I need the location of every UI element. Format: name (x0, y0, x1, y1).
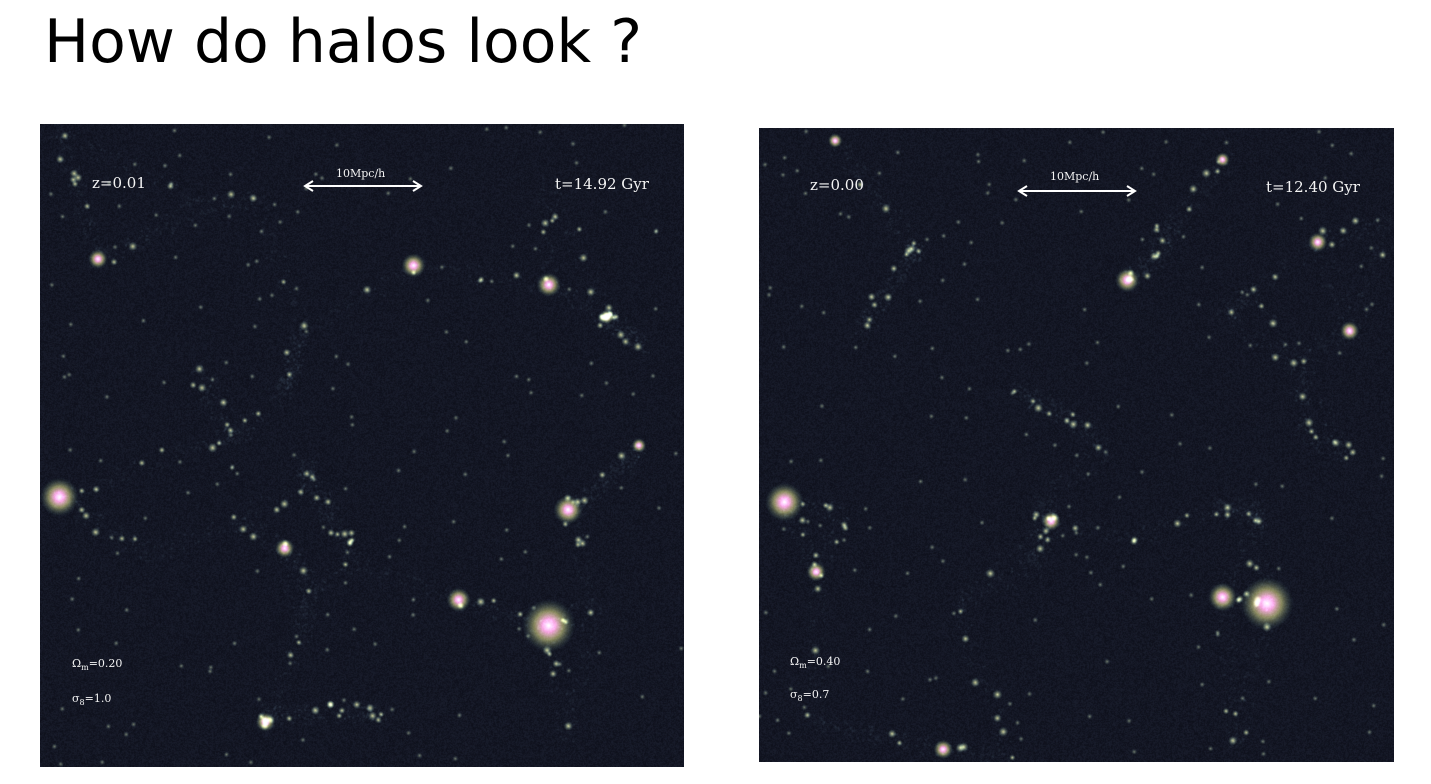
scale-bar-label: 10Mpc/h (336, 167, 386, 180)
sigma-8-label: σ8=1.0 (72, 692, 112, 708)
dark-matter-density-map (40, 124, 684, 767)
scale-bar-arrow-icon (1017, 185, 1137, 197)
slide-title: How do halos look ? (44, 7, 643, 77)
sigma-8-label: σ8=0.7 (790, 688, 830, 704)
omega-m-label: Ωm=0.40 (790, 655, 841, 671)
simulation-image-right: z=0.00 10Mpc/h t=12.40 Gyr Ωm=0.40 σ8=0.… (759, 128, 1394, 762)
redshift-label: z=0.01 (92, 174, 146, 192)
omega-m-label: Ωm=0.20 (72, 657, 123, 673)
time-label: t=12.40 Gyr (1266, 178, 1360, 196)
dark-matter-density-map (759, 128, 1394, 762)
redshift-label: z=0.00 (810, 176, 864, 194)
scale-bar-arrow-icon (303, 180, 423, 192)
scale-bar-label: 10Mpc/h (1050, 170, 1100, 183)
simulation-image-left: z=0.01 10Mpc/h t=14.92 Gyr Ωm=0.20 σ8=1.… (40, 124, 684, 767)
time-label: t=14.92 Gyr (555, 175, 649, 193)
